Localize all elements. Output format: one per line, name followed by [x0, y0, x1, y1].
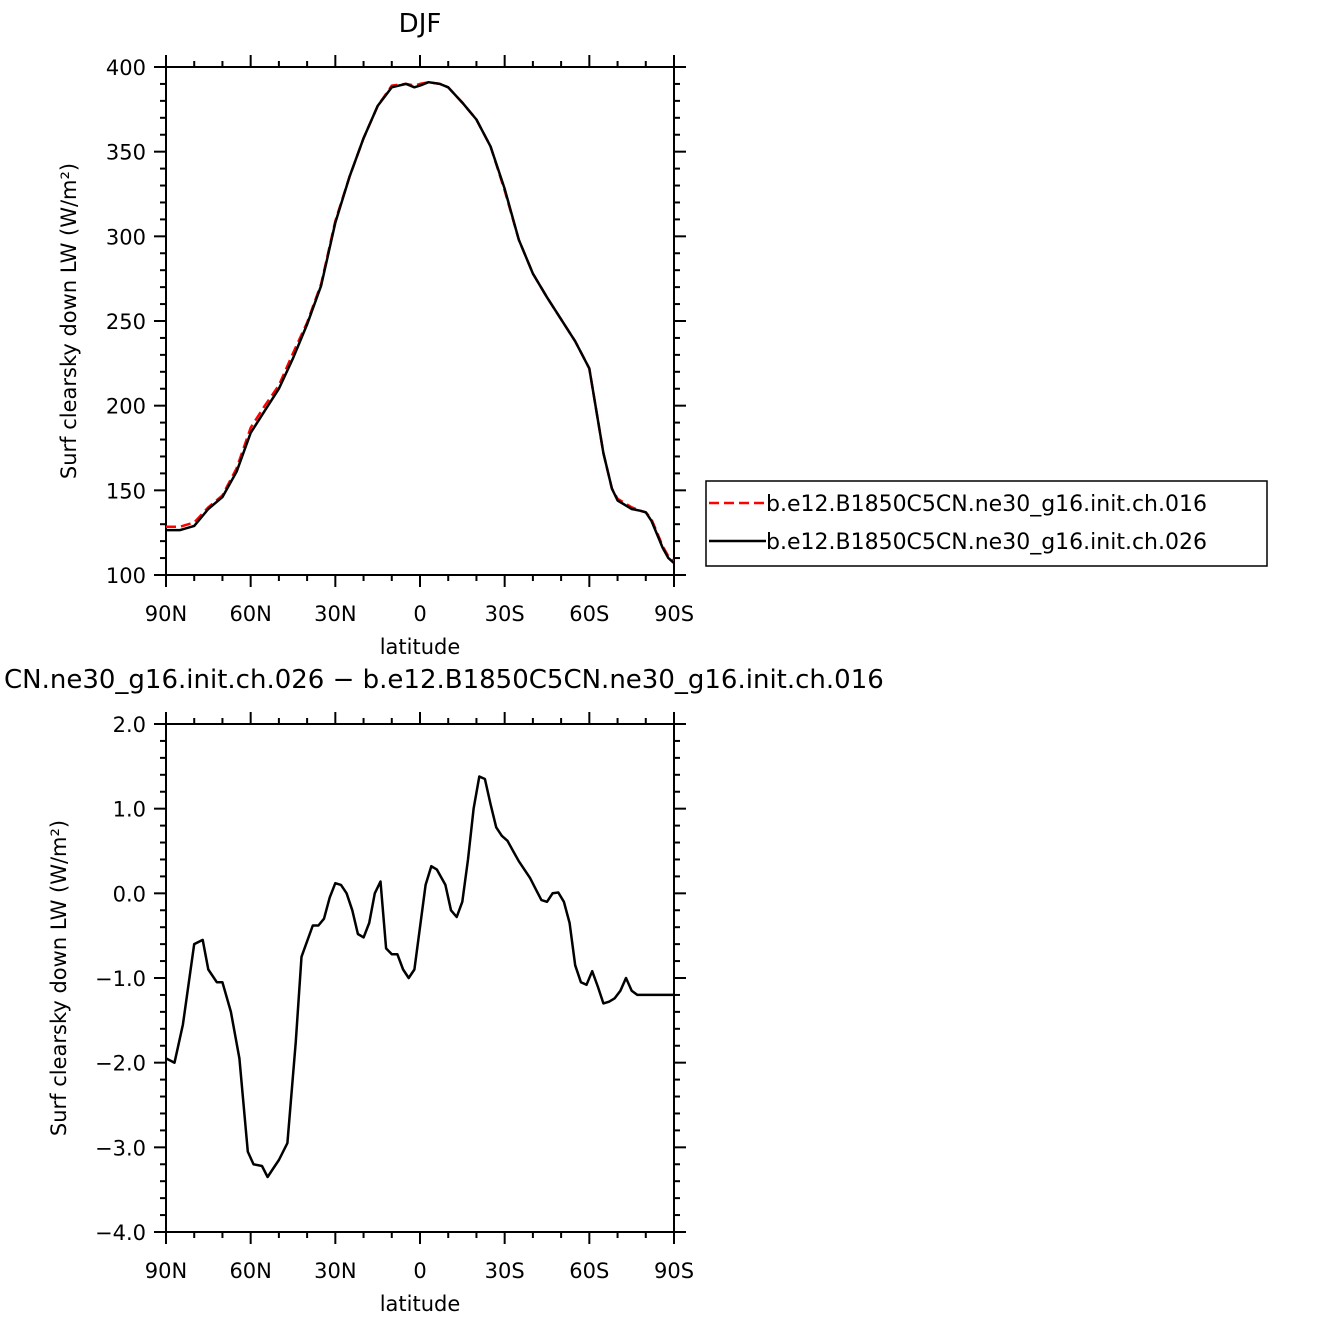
y-tick-label: −1.0 — [95, 967, 146, 991]
x-axis-label: latitude — [380, 1292, 461, 1316]
x-tick-label: 60N — [229, 602, 271, 626]
chart-title: CN.ne30_g16.init.ch.026 − b.e12.B1850C5C… — [4, 665, 884, 695]
x-tick-label: 90S — [654, 1259, 694, 1283]
legend-box — [705, 480, 1268, 567]
legend-label-2: b.e12.B1850C5CN.ne30_g16.init.ch.026 — [766, 530, 1207, 555]
plot-frame — [165, 723, 675, 1233]
x-tick-label: 60S — [569, 602, 609, 626]
y-tick-label: −2.0 — [95, 1052, 146, 1076]
x-tick-label: 30S — [485, 1259, 525, 1283]
series-line-1 — [166, 775, 674, 1179]
y-tick-label: 1.0 — [113, 798, 146, 822]
x-tick-label: 90N — [145, 602, 187, 626]
x-tick-label: 30N — [314, 1259, 356, 1283]
y-tick-label: 200 — [106, 395, 146, 419]
legend: b.e12.B1850C5CN.ne30_g16.init.ch.016 b.e1… — [705, 480, 1268, 567]
x-tick-label: 0 — [413, 602, 426, 626]
x-tick-label: 90S — [654, 602, 694, 626]
y-tick-label: 400 — [106, 56, 146, 80]
x-tick-label: 90N — [145, 1259, 187, 1283]
chart-title: DJF — [399, 9, 442, 39]
plot-frame — [165, 66, 675, 576]
y-tick-label: 0.0 — [113, 882, 146, 906]
chart-panel-2 — [154, 712, 686, 1244]
x-tick-label: 60S — [569, 1259, 609, 1283]
x-tick-label: 30N — [314, 602, 356, 626]
series-line-1 — [166, 80, 674, 563]
y-tick-label: 250 — [106, 310, 146, 334]
y-tick-label: 150 — [106, 479, 146, 503]
y-tick-label: 2.0 — [113, 713, 146, 737]
chart-panel-1: b.e12.B1850C5CN.ne30_g16.init.ch.016 b.e1… — [154, 55, 1268, 587]
y-tick-label: 100 — [106, 564, 146, 588]
y-axis-label: Surf clearsky down LW (W/m²) — [47, 820, 71, 1136]
y-tick-label: 350 — [106, 141, 146, 165]
x-tick-label: 60N — [229, 1259, 271, 1283]
x-tick-label: 30S — [485, 602, 525, 626]
y-tick-label: 300 — [106, 225, 146, 249]
y-tick-label: −4.0 — [95, 1221, 146, 1245]
y-axis-label: Surf clearsky down LW (W/m²) — [57, 163, 81, 479]
x-axis-label: latitude — [380, 635, 461, 659]
series-line-2 — [166, 80, 674, 565]
x-tick-label: 0 — [413, 1259, 426, 1283]
y-tick-label: −3.0 — [95, 1136, 146, 1160]
legend-label-1: b.e12.B1850C5CN.ne30_g16.init.ch.016 — [766, 492, 1207, 517]
